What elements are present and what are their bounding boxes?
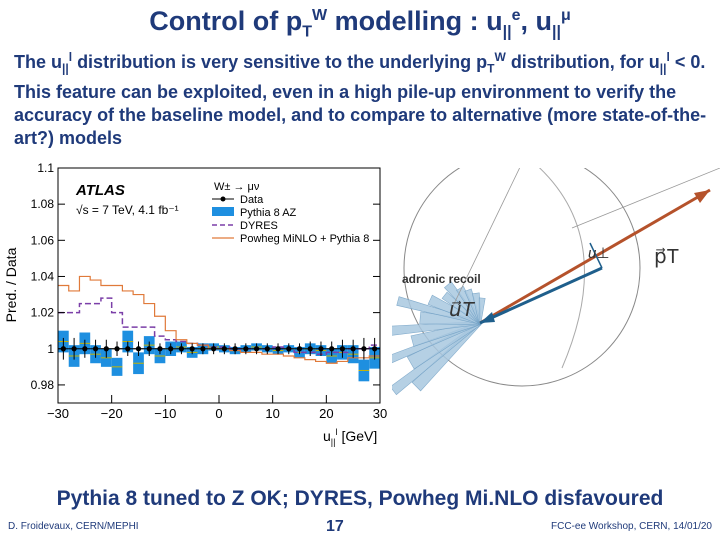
energy-label: √s = 7 TeV, 4.1 fb⁻¹ xyxy=(76,203,179,217)
data-point xyxy=(71,346,77,352)
x-tick-label: −10 xyxy=(154,406,176,421)
y-tick-label: 1.08 xyxy=(31,197,55,211)
x-tick-label: 30 xyxy=(373,406,387,421)
slide-title: Control of pTW modelling : u||e, u||μ xyxy=(149,6,571,41)
pT-arrow xyxy=(479,188,711,325)
recoil-diagram: adronic recoil u⊥ p⃗T u⃗T xyxy=(392,168,720,396)
data-point xyxy=(329,346,335,352)
hadronic-recoil-label: adronic recoil xyxy=(402,272,481,286)
data-point xyxy=(168,346,174,352)
x-axis-label: u||l [GeV] xyxy=(323,427,377,447)
data-point xyxy=(157,346,163,352)
uT-label: u⃗T xyxy=(449,299,476,321)
data-point xyxy=(92,346,99,352)
x-tick-label: 0 xyxy=(215,406,222,421)
legend-label-pythia: Pythia 8 AZ xyxy=(240,207,297,219)
data-point xyxy=(146,346,152,352)
legend-pythia-swatch xyxy=(212,207,234,216)
data-point xyxy=(296,346,303,352)
u-perp-label: u⊥ xyxy=(588,245,609,262)
data-point xyxy=(189,346,195,352)
data-point xyxy=(114,346,120,352)
hadron-tower xyxy=(478,297,486,324)
data-point xyxy=(200,346,206,352)
y-tick-label: 1.1 xyxy=(37,161,54,175)
data-point xyxy=(264,346,270,352)
plot-frame xyxy=(57,167,381,404)
data-point xyxy=(253,346,260,352)
data-point xyxy=(339,346,346,352)
data-point xyxy=(350,346,356,352)
data-point xyxy=(232,346,238,352)
data-point xyxy=(221,346,227,352)
data-point xyxy=(135,346,142,352)
pT-label: p⃗T xyxy=(654,246,679,268)
data-point xyxy=(286,346,292,352)
hadron-towers xyxy=(392,281,486,396)
data-point xyxy=(178,346,185,352)
footer-author: D. Froidevaux, CERN/MEPHI xyxy=(8,521,139,532)
y-tick-label: 1.06 xyxy=(31,233,55,247)
data-point xyxy=(318,346,324,352)
data-point xyxy=(243,346,249,352)
extra-line-2 xyxy=(571,168,720,229)
legend-data-marker xyxy=(220,196,226,202)
y-tick-label: 1 xyxy=(47,342,54,356)
legend-label-powheg: Powheg MiNLO + Pythia 8 xyxy=(240,233,369,245)
data-point xyxy=(211,346,217,352)
page-number: 17 xyxy=(326,518,344,535)
u-perp-line xyxy=(589,242,603,269)
legend-label-data: Data xyxy=(240,194,264,206)
y-axis-label: Pred. / Data xyxy=(3,247,19,322)
intro-text: The u||l distribution is very sensitive … xyxy=(14,50,707,148)
data-point xyxy=(82,346,88,352)
y-tick-label: 1.04 xyxy=(31,269,55,283)
uT-arrowhead xyxy=(480,312,495,323)
conclusion-text: Pythia 8 tuned to Z OK; DYRES, Powheg Mi… xyxy=(56,487,664,510)
projection-arc xyxy=(538,168,585,369)
extra-line xyxy=(451,168,521,309)
data-point xyxy=(125,346,131,352)
data-point xyxy=(275,346,281,352)
dyres-series-line xyxy=(58,297,380,355)
data-point xyxy=(307,346,313,352)
footer-event: FCC-ee Workshop, CERN, 14/01/20 xyxy=(551,521,712,532)
u-parallel-line xyxy=(479,267,603,324)
x-tick-label: 20 xyxy=(319,406,333,421)
process-label: W± → μν xyxy=(214,181,260,193)
y-tick-label: 1.02 xyxy=(31,306,55,320)
x-tick-label: −30 xyxy=(47,406,69,421)
x-tick-label: 10 xyxy=(265,406,279,421)
data-point xyxy=(103,346,109,352)
x-tick-label: −20 xyxy=(101,406,123,421)
recoil-circle xyxy=(403,168,641,387)
atlas-label: ATLAS xyxy=(75,182,125,199)
data-point xyxy=(361,346,367,352)
ratio-chart: Pred. / Data 0.98 1 1.02 1.04 1.06 1.08 1.1 −30… xyxy=(3,161,387,447)
legend-label-dyres: DYRES xyxy=(240,220,278,232)
pT-arrowhead xyxy=(694,190,710,203)
y-tick-label: 0.98 xyxy=(31,378,55,392)
